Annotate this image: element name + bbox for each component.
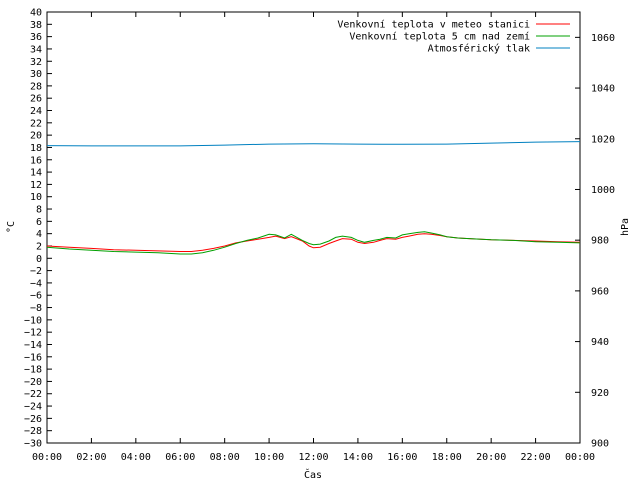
y-tick-label: 16 [30, 155, 42, 166]
y-tick-label: −24 [24, 402, 42, 413]
y-tick-label: 20 [30, 131, 42, 142]
y-tick-label: −28 [24, 426, 42, 437]
x-tick-label: 08:00 [210, 452, 240, 463]
y2-tick-label: 920 [591, 388, 609, 399]
y-tick-label: 6 [36, 217, 42, 228]
y-tick-label: 32 [30, 57, 42, 68]
x-tick-label: 06:00 [165, 452, 195, 463]
y-tick-label: −30 [24, 439, 42, 450]
series-lines [46, 141, 581, 255]
y2-tick-label: 940 [591, 337, 609, 348]
x-axis-label: Čas [304, 468, 322, 480]
x-tick-label: 20:00 [476, 452, 506, 463]
y-tick-label: 40 [30, 8, 42, 19]
plot-border [46, 11, 581, 444]
y2-tick-label: 1060 [591, 33, 615, 44]
y-tick-label: −10 [24, 315, 42, 326]
y-tick-label: 30 [30, 69, 42, 80]
series-line-3 [46, 141, 581, 147]
y-tick-label: 26 [30, 94, 42, 105]
x-tick-label: 14:00 [343, 452, 373, 463]
y-tick-label: 2 [36, 241, 42, 252]
y-tick-label: 14 [30, 168, 42, 179]
legend: Venkovní teplota v meteo staniciVenkovní… [337, 19, 570, 55]
y-tick-label: 8 [36, 205, 42, 216]
y-tick-label: 22 [30, 118, 42, 129]
series-line-2 [46, 231, 581, 255]
y2-axis-label: hPa [620, 218, 631, 236]
y-tick-label: 36 [30, 32, 42, 43]
y2-axis-ticks: 900 920 940 960 980 1000 1020 1040 1060 [575, 33, 615, 450]
y-tick-label: −16 [24, 352, 42, 363]
series-line-1 [46, 233, 581, 252]
x-tick-label: 02:00 [76, 452, 106, 463]
y2-tick-label: 980 [591, 236, 609, 247]
y-tick-label: −2 [30, 266, 42, 277]
y-tick-label: −4 [30, 278, 42, 289]
y-tick-label: −18 [24, 365, 42, 376]
y-tick-label: 18 [30, 143, 42, 154]
y-tick-label: 12 [30, 180, 42, 191]
y-tick-label: −20 [24, 377, 42, 388]
x-axis-ticks: 00:00 02:00 04:00 06:00 08:00 10:00 12:00 14:00… [32, 12, 595, 463]
x-tick-label: 10:00 [254, 452, 284, 463]
x-tick-label: 04:00 [121, 452, 151, 463]
x-tick-label: 00:00 [32, 452, 62, 463]
y-tick-label: 10 [30, 192, 42, 203]
y-tick-label: 0 [36, 254, 42, 265]
y-tick-label: −26 [24, 414, 42, 425]
x-tick-label: 16:00 [387, 452, 417, 463]
plot-frame [46, 11, 581, 444]
y2-tick-label: 1040 [591, 84, 615, 95]
y-tick-label: −6 [30, 291, 42, 302]
y-tick-label: 4 [36, 229, 42, 240]
y2-tick-label: 1020 [591, 134, 615, 145]
x-tick-label: 00:00 [565, 452, 595, 463]
legend-label: Venkovní teplota v meteo stanici [337, 19, 530, 31]
y2-tick-label: 960 [591, 286, 609, 297]
y-tick-label: −22 [24, 389, 42, 400]
y-tick-label: 24 [30, 106, 42, 117]
y-tick-label: 34 [30, 44, 42, 55]
y2-tick-label: 900 [591, 439, 609, 450]
y-tick-label: 38 [30, 20, 42, 31]
x-tick-label: 18:00 [432, 452, 462, 463]
y-tick-label: −14 [24, 340, 42, 351]
legend-label: Atmosférický tlak [428, 43, 530, 55]
x-tick-label: 22:00 [521, 452, 551, 463]
y-axis-label: °C [6, 221, 17, 233]
y-tick-label: −8 [30, 303, 42, 314]
y-tick-label: −12 [24, 328, 42, 339]
x-tick-label: 12:00 [298, 452, 328, 463]
y2-tick-label: 1000 [591, 185, 615, 196]
legend-label: Venkovní teplota 5 cm nad zemí [349, 31, 530, 43]
y-tick-label: 28 [30, 81, 42, 92]
y-axis-ticks: −30−28−26−24−22−20−18−16−14−12−10−8−6−4−… [24, 8, 52, 450]
